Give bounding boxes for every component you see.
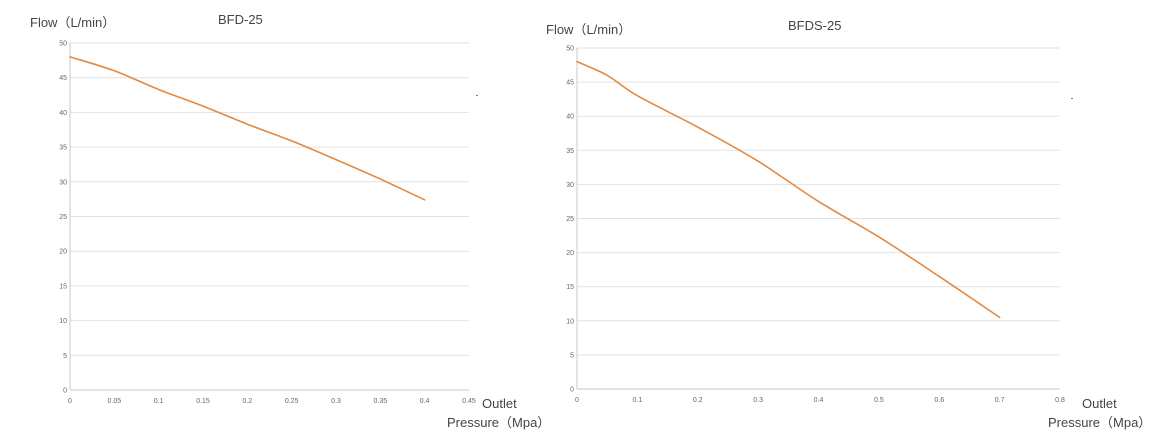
stray-mark [476, 95, 478, 96]
x-tick-label: 0.1 [154, 398, 164, 405]
y-tick-label: 30 [566, 182, 574, 189]
x-axis-label-line1: Outlet [482, 396, 517, 411]
series-line [576, 60, 1001, 319]
x-axis-label-line2: Pressure（Mpa） [1048, 415, 1152, 430]
stray-mark [1071, 98, 1073, 99]
x-tick-label: 0.45 [462, 398, 476, 405]
y-tick-label: 45 [566, 80, 574, 87]
chart-plot-area: 0 5 10 15 20 25 30 35 40 45 50 0 0.1 0.2 0.3 0.4 0.5 0.6 0… [566, 46, 1065, 405]
chart-panel-bfds-25: Flow（L/min） BFDS-25 0 5 10 15 20 25 30 35 40 45 50… [546, 0, 1154, 440]
x-tick-label: 0 [68, 398, 72, 405]
y-tick-label: 5 [570, 352, 574, 359]
x-tick-label: 0.15 [196, 398, 210, 405]
y-axis-label: Flow（L/min） [30, 15, 116, 30]
y-tick-label: 50 [59, 41, 67, 48]
chart-title: BFD-25 [218, 12, 263, 27]
x-tick-label: 0.5 [874, 397, 884, 404]
x-tick-label: 0 [575, 397, 579, 404]
y-tick-label: 15 [566, 284, 574, 291]
y-tick-label: 0 [570, 387, 574, 394]
y-tick-label: 5 [63, 353, 67, 360]
series-line [69, 56, 426, 201]
y-tick-label: 50 [566, 46, 574, 53]
y-tick-label: 45 [59, 75, 67, 82]
x-tick-label: 0.8 [1055, 397, 1065, 404]
y-tick-label: 40 [566, 114, 574, 121]
x-tick-label: 0.05 [108, 398, 122, 405]
x-tick-label: 0.4 [420, 398, 430, 405]
x-axis-label-line1: Outlet [1082, 396, 1117, 411]
x-tick-label: 0.2 [242, 398, 252, 405]
x-tick-label: 0.1 [633, 397, 643, 404]
x-tick-label: 0.3 [331, 398, 341, 405]
y-tick-label: 0 [63, 388, 67, 395]
x-tick-label: 0.35 [374, 398, 388, 405]
y-tick-label: 25 [566, 216, 574, 223]
chart-plot-area: 0 5 10 15 20 25 30 35 40 45 50 0 0.05 0.1 0.15 0.2 0.25 0… [59, 41, 476, 406]
y-tick-label: 10 [59, 318, 67, 325]
y-tick-label: 35 [566, 148, 574, 155]
x-tick-label: 0.6 [934, 397, 944, 404]
x-tick-label: 0.3 [753, 397, 763, 404]
y-tick-label: 20 [59, 249, 67, 256]
x-tick-label: 0.4 [814, 397, 824, 404]
x-axis-label-line2: Pressure（Mpa） [447, 415, 551, 430]
chart-panel-bfd-25: Flow（L/min） BFD-25 0 5 10 15 20 25 30 35 40 45 50 0… [0, 0, 560, 440]
y-tick-label: 10 [566, 318, 574, 325]
y-tick-label: 40 [59, 110, 67, 117]
y-tick-label: 15 [59, 283, 67, 290]
y-tick-label: 25 [59, 214, 67, 221]
chart-title: BFDS-25 [788, 18, 842, 33]
y-tick-label: 20 [566, 250, 574, 257]
x-tick-label: 0.2 [693, 397, 703, 404]
y-tick-label: 35 [59, 145, 67, 152]
x-tick-label: 0.25 [285, 398, 299, 405]
y-tick-label: 30 [59, 179, 67, 186]
x-tick-label: 0.7 [995, 397, 1005, 404]
y-axis-label: Flow（L/min） [546, 22, 632, 37]
